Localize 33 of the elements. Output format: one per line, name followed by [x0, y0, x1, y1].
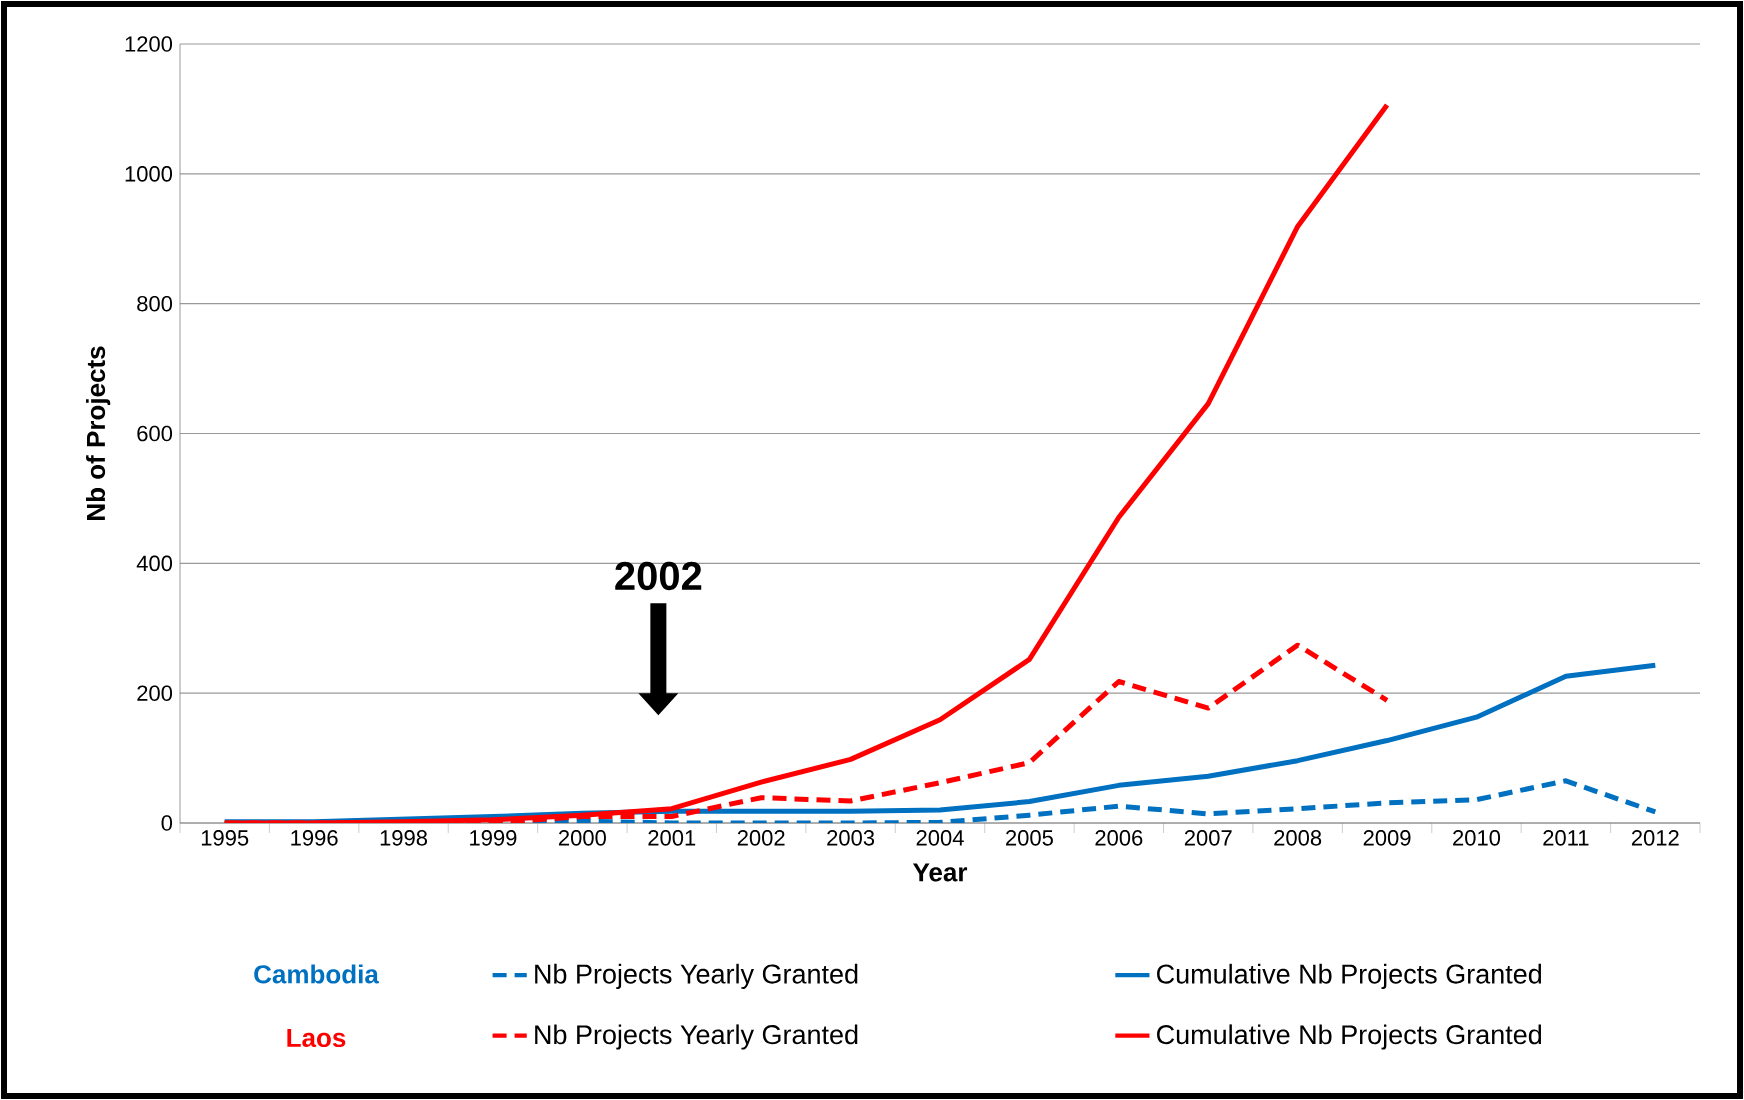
y-tick-label: 0 — [161, 815, 173, 831]
x-tick-label: 2000 — [558, 830, 606, 846]
y-tick-label: 1000 — [125, 166, 173, 182]
x-tick-label: 2009 — [1363, 830, 1411, 846]
y-tick-label: 800 — [137, 295, 173, 312]
x-tick-label: 1996 — [291, 830, 338, 846]
x-tick-label: 1999 — [470, 830, 517, 846]
y-tick-label: 400 — [136, 555, 173, 572]
x-tick-label: 2012 — [1631, 830, 1679, 846]
legend-label: Cumulative Nb Projects Granted — [1157, 1024, 1541, 1050]
y-tick-label: 200 — [137, 685, 173, 701]
y-axis-title: Nb of Projects — [86, 346, 111, 520]
x-tick-label: 2003 — [827, 830, 875, 846]
x-tick-label: 2011 — [1543, 830, 1589, 846]
text: Laos — [287, 1028, 346, 1048]
x-tick-label: 2010 — [1453, 830, 1501, 846]
text: Cambodia — [254, 964, 380, 984]
annotation: 2002 — [615, 561, 702, 591]
x-tick-label: 1995 — [201, 830, 249, 846]
x-tick-label: 2004 — [916, 830, 964, 846]
legend-label: Nb Projects Yearly Granted — [535, 1024, 858, 1050]
legend-label: Cumulative Nb Projects Granted — [1157, 963, 1541, 990]
x-tick-label: 2006 — [1095, 830, 1143, 846]
x-tick-label: 2007 — [1184, 830, 1232, 846]
x-tick-label: 2008 — [1274, 830, 1322, 846]
y-tick-label: 600 — [137, 425, 173, 442]
x-tick-label: 2005 — [1006, 830, 1053, 846]
x-tick-label: 2001 — [648, 830, 696, 846]
x-tick-label: 1998 — [380, 830, 428, 846]
x-axis-title: Year — [912, 863, 968, 882]
y-tick-label: 1200 — [125, 36, 173, 52]
legend-label: Nb Projects Yearly Granted — [535, 963, 858, 990]
x-tick-label: 2002 — [737, 830, 785, 846]
